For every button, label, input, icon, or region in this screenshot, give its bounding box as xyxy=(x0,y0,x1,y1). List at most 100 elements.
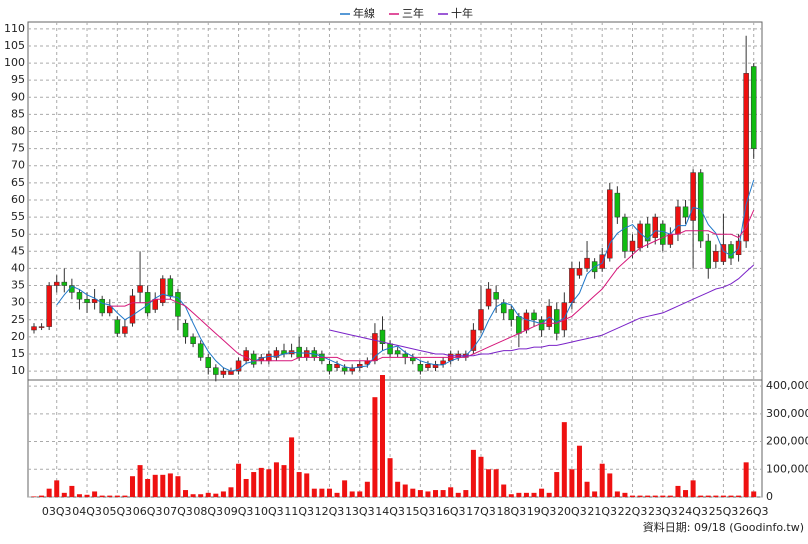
y-tick-label: 30 xyxy=(11,296,25,309)
x-tick-label: 22Q3 xyxy=(618,505,648,518)
volume-bar xyxy=(599,463,605,497)
volume-bar xyxy=(630,495,636,497)
volume-bar xyxy=(39,495,45,497)
candle-body xyxy=(750,66,757,149)
volume-bar xyxy=(342,480,348,497)
volume-bar xyxy=(417,490,423,497)
legend: 年線 三年 十年 xyxy=(340,6,473,20)
volume-bar xyxy=(326,488,332,497)
volume-bar xyxy=(501,484,507,497)
volume-bar xyxy=(289,437,295,497)
candle-body xyxy=(705,240,712,269)
candle-body xyxy=(341,367,348,372)
volume-bar xyxy=(220,491,226,497)
volume-bar xyxy=(736,495,742,497)
y-tick-label: 45 xyxy=(11,244,25,257)
candle-body xyxy=(478,309,484,331)
y-tick-label: 40 xyxy=(11,261,25,274)
candle-body xyxy=(266,353,272,362)
volume-bar xyxy=(463,490,469,497)
volume-bar xyxy=(175,476,181,497)
x-tick-label: 14Q3 xyxy=(375,505,405,518)
candle-body xyxy=(697,172,704,242)
volume-bar xyxy=(584,481,590,497)
x-tick-label: 13Q3 xyxy=(345,505,375,518)
candle-body xyxy=(273,350,280,358)
x-tick-label: 12Q3 xyxy=(315,505,345,518)
candle-body xyxy=(622,216,628,252)
candle-body xyxy=(402,353,408,358)
volume-bar xyxy=(183,490,189,497)
ma-line xyxy=(56,179,755,372)
candle-body xyxy=(379,329,386,344)
ma-line xyxy=(109,209,755,362)
candle-body xyxy=(432,364,439,368)
candle-body xyxy=(493,292,499,300)
y-tick-label: 25 xyxy=(11,313,25,326)
candle-body xyxy=(160,278,166,303)
volume-bar xyxy=(667,495,673,497)
candle-body xyxy=(61,281,68,286)
candle-body xyxy=(637,223,643,249)
x-tick-label: 21Q3 xyxy=(587,505,617,518)
candle-body xyxy=(728,244,734,259)
candle-body xyxy=(152,298,158,310)
x-tick-label: 06Q3 xyxy=(133,505,163,518)
legend-label: 十年 xyxy=(451,6,473,20)
y-tick-label: 90 xyxy=(11,90,25,103)
x-tick-label: 16Q3 xyxy=(436,505,466,518)
volume-bar xyxy=(160,474,166,497)
volume-bar xyxy=(46,488,52,497)
volume-bar xyxy=(614,491,620,497)
candle-body xyxy=(629,240,636,252)
candle-body xyxy=(137,285,143,293)
volume-bar xyxy=(516,492,522,497)
volume-bar xyxy=(364,481,370,497)
volume-bar xyxy=(675,485,681,497)
volume-bar xyxy=(751,491,757,497)
volume-bar xyxy=(205,492,211,497)
volume-bar xyxy=(546,492,552,497)
candle-body xyxy=(690,172,696,221)
volume-bar xyxy=(743,462,749,497)
volume-bar xyxy=(448,487,454,497)
candle-body xyxy=(243,350,249,362)
volume-bar xyxy=(478,456,484,497)
volume-bar xyxy=(349,491,355,497)
y-tick-label: 85 xyxy=(11,107,25,120)
candle-body xyxy=(508,309,515,321)
volume-bar xyxy=(281,465,287,497)
y-tick-label: 110 xyxy=(4,22,25,35)
volume-bar xyxy=(508,494,514,497)
volume-bar xyxy=(720,495,726,497)
candle-body xyxy=(326,364,333,372)
candle-body xyxy=(675,206,681,235)
candle-body xyxy=(349,367,355,372)
x-tick-label: 04Q3 xyxy=(72,505,102,518)
volume-bar xyxy=(554,472,560,497)
candle-body xyxy=(569,268,575,303)
volume-bar xyxy=(145,478,151,497)
volume-bar xyxy=(705,495,711,497)
x-tick-label: 07Q3 xyxy=(163,505,193,518)
volume-bar xyxy=(334,492,340,497)
candle-body xyxy=(682,206,689,218)
volume-bar xyxy=(486,469,492,497)
candle-body xyxy=(516,316,522,334)
volume-bar xyxy=(402,484,408,497)
volume-bar xyxy=(379,375,385,497)
x-tick-label: 26Q3 xyxy=(739,505,769,518)
candle-body xyxy=(523,312,530,331)
legend-label: 三年 xyxy=(402,6,424,20)
volume-bar xyxy=(576,445,582,497)
volume-bar xyxy=(76,494,82,497)
y-tick-label: 70 xyxy=(11,159,25,172)
candle-body xyxy=(182,322,189,338)
candle-body xyxy=(440,360,446,365)
candle-body xyxy=(334,364,340,368)
candle-body xyxy=(607,189,613,259)
plot-frame xyxy=(27,21,763,498)
legend-label: 年線 xyxy=(353,6,375,20)
volume-bar xyxy=(652,495,658,497)
